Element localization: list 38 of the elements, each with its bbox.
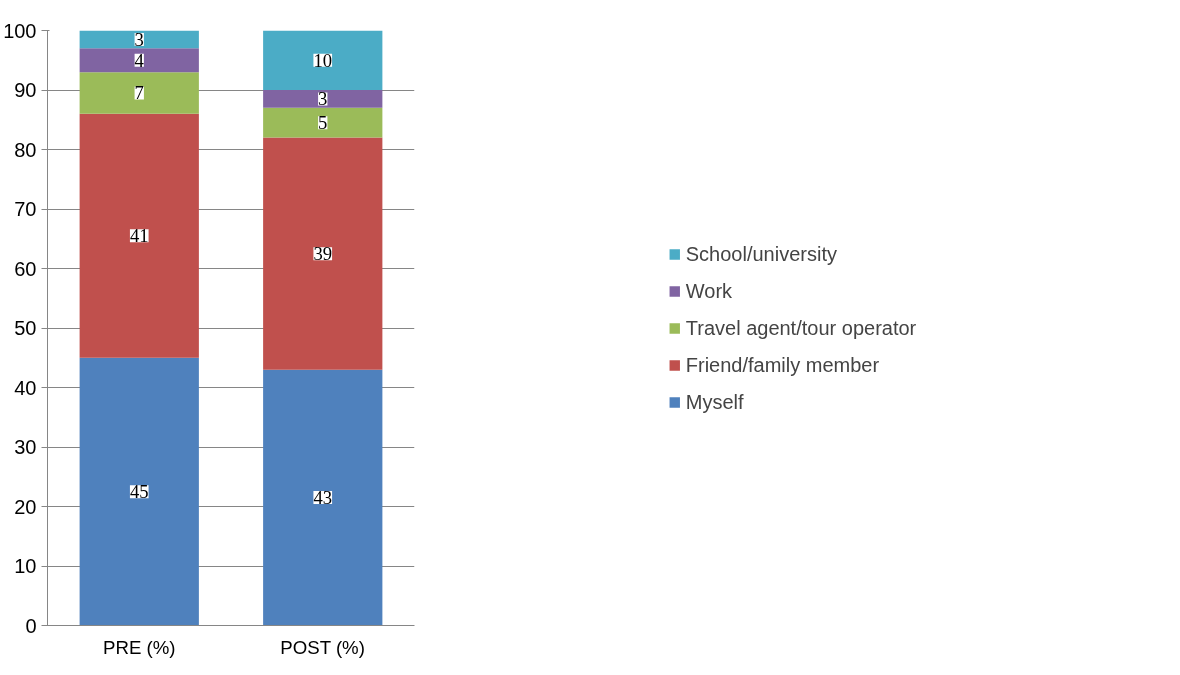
legend-label: Friend/family member xyxy=(685,353,880,376)
legend-label: Travel agent/tour operator xyxy=(685,316,917,339)
y-tick-label: 70 xyxy=(14,198,37,220)
legend-label: Work xyxy=(685,279,733,302)
data-label: 3 xyxy=(318,88,328,110)
data-label: 7 xyxy=(134,82,144,104)
legend-label: Myself xyxy=(685,390,744,413)
y-tick-label: 60 xyxy=(14,257,37,280)
bar xyxy=(263,90,383,108)
data-label: 5 xyxy=(318,112,328,134)
y-tick-label: 30 xyxy=(14,436,37,458)
data-label: 3 xyxy=(134,28,144,50)
x-tick-label: POST (%) xyxy=(280,636,365,658)
y-tick-label: 100 xyxy=(3,19,37,42)
y-tick-label: 90 xyxy=(14,79,37,101)
x-tick-label: PRE (%) xyxy=(102,636,176,658)
y-tick-label: 10 xyxy=(14,555,37,577)
bar xyxy=(79,48,199,73)
bar xyxy=(263,107,383,138)
data-label: 43 xyxy=(313,487,333,509)
data-label: 45 xyxy=(129,481,149,503)
y-tick-label: 50 xyxy=(14,317,37,339)
bar xyxy=(263,30,383,90)
data-label: 41 xyxy=(129,225,149,247)
data-label: 10 xyxy=(313,49,333,71)
bar xyxy=(263,137,383,370)
bar xyxy=(79,72,199,114)
data-label: 39 xyxy=(313,243,333,265)
y-tick-label: 0 xyxy=(25,614,37,637)
y-tick-label: 80 xyxy=(14,138,37,161)
bar xyxy=(79,113,199,358)
data-label: 4 xyxy=(134,49,145,71)
y-tick-label: 40 xyxy=(14,376,37,399)
y-tick-label: 20 xyxy=(14,495,37,518)
bar xyxy=(79,30,199,49)
bar xyxy=(263,369,383,626)
legend-label: School/university xyxy=(685,242,837,265)
bar xyxy=(79,357,199,626)
